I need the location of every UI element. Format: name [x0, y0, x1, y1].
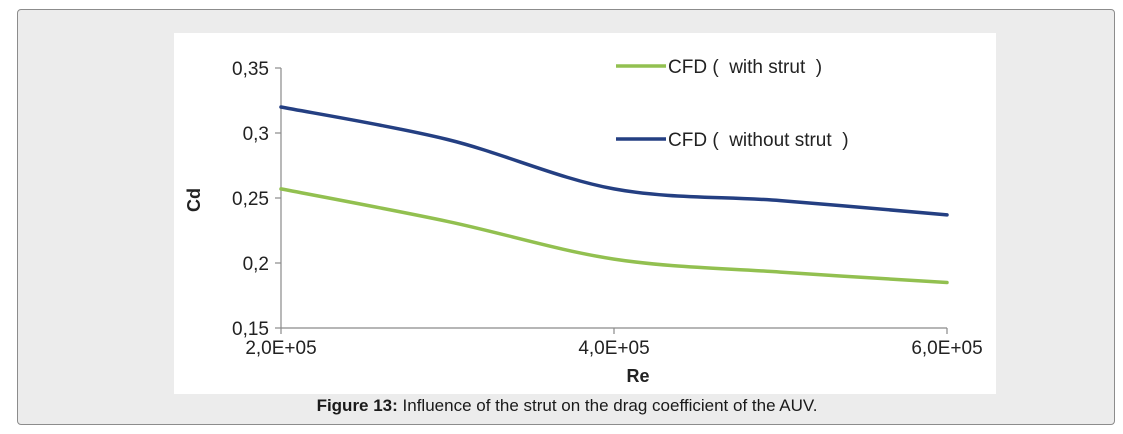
caption-label: Figure 13:: [316, 396, 398, 415]
line-chart: 0,15 0,2 0,25 0,3 0,35 2,0E+05 4,0E+05 6,0E+05 R…: [184, 57, 983, 386]
x-tick-label: 2,0E+05: [245, 338, 316, 359]
axes: 0,15 0,2 0,25 0,3 0,35 2,0E+05 4,0E+05 6,0E+05 R…: [184, 59, 983, 386]
y-tick-label: 0,15: [232, 319, 269, 340]
y-tick-label: 0,25: [232, 189, 269, 210]
series-line-1: [279, 105, 949, 217]
x-tick-label: 6,0E+05: [911, 338, 982, 359]
series-lines: [279, 105, 949, 285]
legend-label-1: CFD ( without strut ): [668, 130, 849, 151]
chart-panel: 0,15 0,2 0,25 0,3 0,35 2,0E+05 4,0E+05 6,0E+05 R…: [174, 33, 996, 394]
figure-caption: Figure 13: Influence of the strut on the…: [18, 396, 1116, 416]
y-tick-label: 0,2: [243, 254, 269, 275]
y-axis-title: Cd: [184, 188, 204, 212]
legend-label-0: CFD ( with strut ): [668, 57, 822, 78]
y-tick-label: 0,35: [232, 59, 269, 80]
x-axis-title: Re: [626, 366, 649, 386]
y-tick-label: 0,3: [243, 124, 269, 145]
legend: CFD ( with strut ) CFD ( without strut ): [616, 57, 849, 151]
figure-frame: 0,15 0,2 0,25 0,3 0,35 2,0E+05 4,0E+05 6,0E+05 R…: [17, 9, 1115, 425]
series-line-0: [279, 187, 949, 285]
caption-text: Influence of the strut on the drag coeff…: [397, 396, 818, 415]
x-tick-label: 4,0E+05: [578, 338, 649, 359]
